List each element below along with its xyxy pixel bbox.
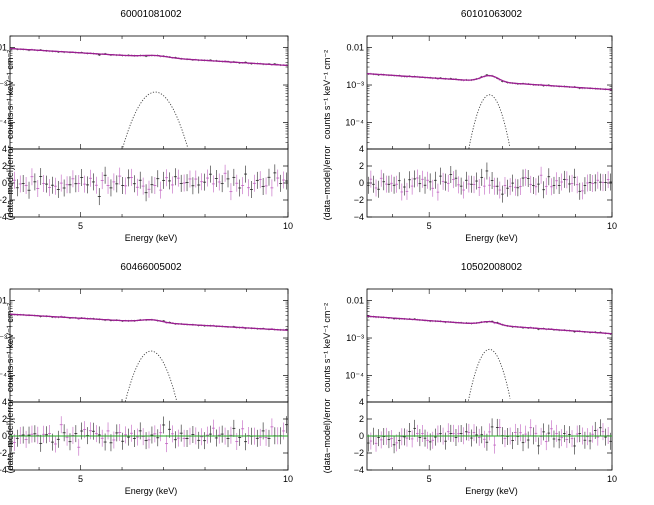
gaussian-line-component — [124, 350, 178, 402]
y-tick-label-top: 10⁻³ — [346, 80, 364, 90]
x-tick-label: 10 — [283, 474, 293, 484]
model-curve — [367, 73, 612, 91]
y-tick-label-bottom: −2 — [0, 448, 7, 458]
y-tick-label-top: 10⁻⁴ — [0, 371, 7, 381]
model-curve — [9, 47, 288, 67]
y-tick-label-top: 10⁻⁴ — [345, 371, 364, 381]
y-axis-label-bottom: (data−model)/error — [322, 146, 332, 221]
x-tick-label: 5 — [78, 221, 83, 231]
y-tick-label-bottom: 4 — [2, 397, 7, 407]
gaussian-line-component — [467, 348, 511, 401]
x-axis-label: Energy (keV) — [465, 233, 518, 243]
model-curve — [367, 315, 612, 335]
y-tick-label-top: 10⁻³ — [346, 333, 364, 343]
y-axis-label-top: counts s⁻¹ keV⁻¹ cm⁻² — [5, 303, 15, 392]
x-tick-label: 5 — [427, 221, 432, 231]
y-axis-label-top: counts s⁻¹ keV⁻¹ cm⁻² — [5, 50, 15, 139]
x-tick-label: 5 — [427, 474, 432, 484]
y-tick-label-bottom: 4 — [359, 144, 364, 154]
top-plot-frame — [366, 35, 613, 150]
y-tick-label-bottom: 0 — [359, 178, 364, 188]
x-tick-label: 10 — [283, 221, 293, 231]
top-plot-frame — [366, 288, 613, 403]
x-tick-label: 5 — [78, 474, 83, 484]
y-tick-label-bottom: 4 — [359, 397, 364, 407]
x-axis-label: Energy (keV) — [125, 233, 178, 243]
y-tick-label-bottom: −2 — [354, 448, 364, 458]
gaussian-line-component — [122, 91, 189, 148]
y-tick-label-bottom: 4 — [2, 144, 7, 154]
y-tick-label-bottom: −4 — [0, 465, 7, 475]
panel-title: 60101063002 — [461, 9, 523, 20]
y-tick-label-bottom: −2 — [0, 195, 7, 205]
x-axis-label: Energy (keV) — [465, 486, 518, 496]
y-tick-label-bottom: 2 — [2, 161, 7, 171]
panel-title: 60466005002 — [120, 262, 182, 273]
x-axis-label: Energy (keV) — [125, 486, 178, 496]
y-tick-label-bottom: 2 — [359, 161, 364, 171]
y-tick-label-bottom: −4 — [354, 465, 364, 475]
y-axis-label-top: counts s⁻¹ keV⁻¹ cm⁻² — [322, 303, 332, 392]
y-tick-label-bottom: −4 — [354, 212, 364, 222]
panel-title: 10502008002 — [461, 262, 523, 273]
y-tick-label-top: 10⁻⁴ — [345, 118, 364, 128]
y-tick-label-top: 10⁻³ — [0, 333, 7, 343]
y-axis-label-top: counts s⁻¹ keV⁻¹ cm⁻² — [322, 50, 332, 139]
top-plot-frame — [9, 35, 289, 150]
y-tick-label-bottom: 0 — [359, 431, 364, 441]
y-tick-label-top: 0.01 — [346, 295, 364, 305]
top-plot-frame — [9, 288, 289, 403]
panel-4: 10502008002 counts s⁻¹ keV⁻¹ cm⁻² (data−mo… — [322, 262, 617, 496]
panel-2: 60101063002 counts s⁻¹ keV⁻¹ cm⁻² (data−mo… — [322, 9, 617, 243]
y-tick-label-bottom: 0 — [2, 178, 7, 188]
y-tick-label-top: 10⁻⁴ — [0, 118, 7, 128]
y-tick-label-top: 0.01 — [0, 42, 7, 52]
y-tick-label-bottom: 2 — [2, 414, 7, 424]
y-tick-label-bottom: −2 — [354, 195, 364, 205]
model-curve — [9, 313, 288, 331]
x-tick-label: 10 — [607, 474, 617, 484]
y-axis-label-bottom: (data−model)/error — [322, 399, 332, 474]
y-tick-label-bottom: 0 — [2, 431, 7, 441]
y-tick-label-bottom: −4 — [0, 212, 7, 222]
x-tick-label: 10 — [607, 221, 617, 231]
panel-title: 60001081002 — [120, 9, 182, 20]
y-tick-label-top: 0.01 — [0, 295, 7, 305]
gaussian-line-component — [468, 94, 511, 149]
y-tick-label-top: 10⁻³ — [0, 80, 7, 90]
y-tick-label-top: 0.01 — [346, 42, 364, 52]
y-tick-label-bottom: 2 — [359, 414, 364, 424]
